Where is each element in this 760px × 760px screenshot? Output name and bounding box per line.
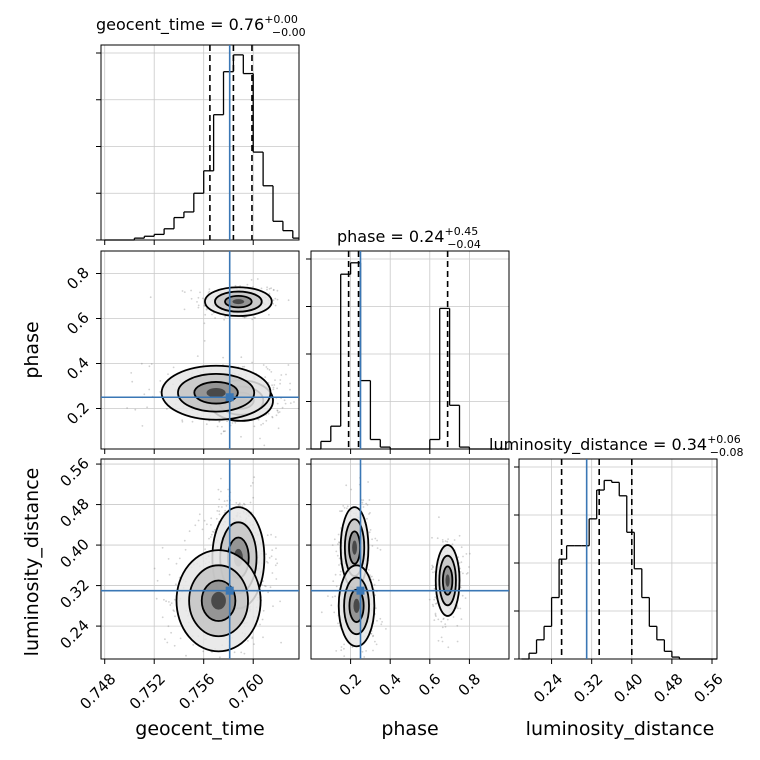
panel-dist-geocent-frame xyxy=(100,458,300,660)
panel-dist-phase-contour-2-2 xyxy=(441,565,454,596)
x-tick-label-geocent-time-0: 0.748 xyxy=(76,670,119,713)
x-tick-label-geocent-time-3: 0.760 xyxy=(225,670,268,713)
panel-phase-geocent-contour-2-0 xyxy=(160,364,272,421)
panel-dist-phase-density-2-3 xyxy=(445,574,450,587)
x-tick-label-luminosity-distance-4: 0.56 xyxy=(690,670,726,706)
y-tick-label-phase-3: 0.8 xyxy=(63,264,93,294)
x-tick-label-luminosity-distance-1: 0.32 xyxy=(570,670,606,706)
x-tick-label-phase-3: 0.8 xyxy=(455,670,485,700)
panel-phase-geocent-frame xyxy=(100,250,300,450)
x-tick-labels-phase: 0.2 0.4 0.6 0.8 xyxy=(336,670,484,700)
title-phase: phase = 0.24+0.45 −0.04 xyxy=(337,225,481,251)
panel-phase-geocent-density-2-3 xyxy=(206,388,226,398)
histogram-panel-geocent-time xyxy=(96,44,300,245)
hist-geocent-time-frame xyxy=(100,44,300,241)
panel-dist-phase-contour-1-1 xyxy=(343,576,370,636)
panel-dist-phase-density-1-3 xyxy=(353,598,360,613)
panel-dist-geocent-truth-marker xyxy=(225,586,234,595)
panel-phase-geocent-contour-0-1 xyxy=(214,290,263,313)
y-axis-label-phase: phase xyxy=(21,321,43,378)
panel-phase-geocent-contour-0-2 xyxy=(224,294,253,309)
y-tick-labels-phase: 0.2 0.4 0.6 0.8 xyxy=(63,264,93,429)
x-tick-label-luminosity-distance-0: 0.24 xyxy=(530,670,566,706)
panel-dist-phase-contour-2-1 xyxy=(438,554,457,607)
x-tick-label-luminosity-distance-2: 0.40 xyxy=(610,670,646,706)
y-tick-label-phase-2: 0.6 xyxy=(63,309,93,339)
x-axis-label-geocent-time: geocent_time xyxy=(135,718,264,740)
x-tick-labels-luminosity-distance: 0.24 0.32 0.40 0.48 0.56 xyxy=(530,670,727,706)
panel-phase-geocent-contour-2-2 xyxy=(193,381,239,405)
x-axis-label-luminosity-distance: luminosity_distance xyxy=(526,718,715,740)
y-tick-labels-luminosity-distance: 0.24 0.32 0.40 0.48 0.56 xyxy=(56,454,92,652)
x-tick-label-phase-1: 0.4 xyxy=(375,670,405,700)
x-tick-label-phase-2: 0.6 xyxy=(415,670,445,700)
x-axis-label-phase: phase xyxy=(381,718,438,740)
x-tick-label-luminosity-distance-3: 0.48 xyxy=(650,670,686,706)
hist-luminosity-distance-frame xyxy=(518,458,718,660)
x-tick-label-geocent-time-1: 0.752 xyxy=(126,670,169,713)
panel-dist-phase-frame xyxy=(310,458,510,660)
scatter-panel-phase-vs-geocent-time xyxy=(96,250,300,454)
y-tick-label-luminosity-distance-3: 0.48 xyxy=(56,495,92,531)
y-tick-label-luminosity-distance-4: 0.56 xyxy=(56,454,92,490)
y-tick-label-luminosity-distance-1: 0.32 xyxy=(56,576,92,612)
panel-dist-geocent-contour-1-2 xyxy=(200,579,237,622)
panel-dist-phase-truth-marker xyxy=(356,586,365,595)
panel-phase-geocent-contour-0-0 xyxy=(204,286,273,317)
y-tick-label-luminosity-distance-2: 0.40 xyxy=(56,535,92,571)
y-tick-label-luminosity-distance-0: 0.24 xyxy=(56,616,92,652)
panel-phase-geocent-density-0-3 xyxy=(232,299,245,305)
x-tick-label-phase-0: 0.2 xyxy=(336,670,366,700)
scatter-panel-luminosity-distance-vs-geocent-time xyxy=(96,458,300,664)
histogram-panel-phase xyxy=(306,250,510,454)
title-luminosity-distance: luminosity_distance = 0.34+0.06 −0.08 xyxy=(489,433,744,459)
title-geocent-time: geocent_time = 0.76+0.00 −0.00 xyxy=(96,13,306,39)
scatter-panel-luminosity-distance-vs-phase xyxy=(306,458,510,664)
panel-phase-geocent-truth-marker xyxy=(225,393,234,402)
y-axis-label-luminosity-distance: luminosity_distance xyxy=(21,468,43,657)
x-tick-label-geocent-time-2: 0.756 xyxy=(175,670,218,713)
panel-dist-geocent-contour-1-0 xyxy=(175,549,262,653)
x-tick-labels-geocent-time: 0.748 0.752 0.756 0.760 xyxy=(76,670,268,713)
panel-dist-phase-density-0-3 xyxy=(352,540,357,555)
y-tick-label-phase-1: 0.4 xyxy=(63,354,93,384)
panel-dist-phase-contour-1-0 xyxy=(337,564,376,648)
panel-dist-geocent-density-1-3 xyxy=(211,591,226,610)
y-tick-label-phase-0: 0.2 xyxy=(63,399,93,429)
panel-dist-phase-contour-2-0 xyxy=(434,544,461,617)
histogram-panel-luminosity-distance xyxy=(514,458,718,664)
panel-phase-geocent-contour-2-1 xyxy=(177,372,256,413)
panel-dist-geocent-contour-1-1 xyxy=(188,564,249,638)
